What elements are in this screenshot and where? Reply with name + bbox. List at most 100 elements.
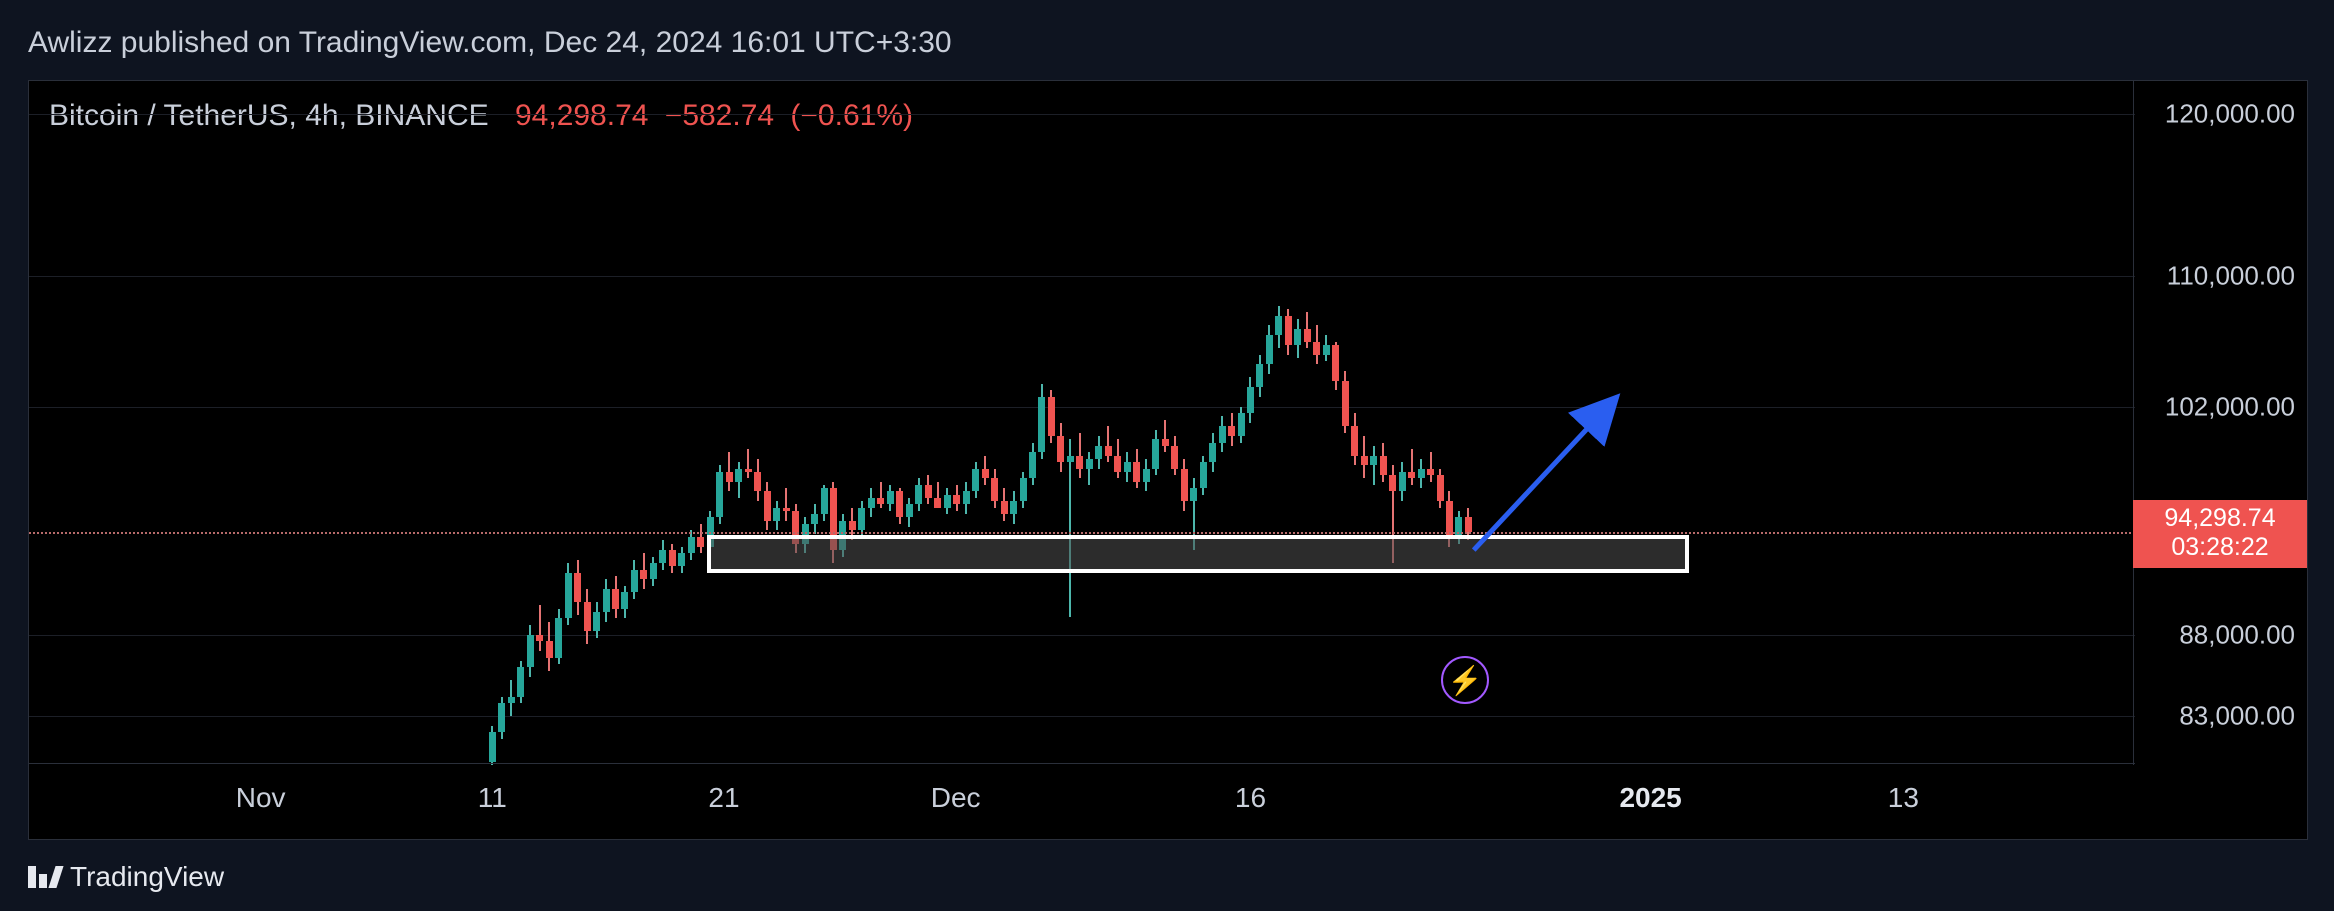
tradingview-logo[interactable]: TradingView <box>28 861 224 893</box>
candle[interactable] <box>489 81 496 765</box>
candle[interactable] <box>1266 81 1273 765</box>
candle[interactable] <box>953 81 960 765</box>
candle[interactable] <box>896 81 903 765</box>
candle[interactable] <box>1162 81 1169 765</box>
candle[interactable] <box>1332 81 1339 765</box>
candle[interactable] <box>1285 81 1292 765</box>
candle[interactable] <box>1275 81 1282 765</box>
candle[interactable] <box>574 81 581 765</box>
candle[interactable] <box>830 81 837 765</box>
candle[interactable] <box>716 81 723 765</box>
candle[interactable] <box>1408 81 1415 765</box>
candle[interactable] <box>1437 81 1444 765</box>
candle[interactable] <box>1048 81 1055 765</box>
candle[interactable] <box>688 81 695 765</box>
candle[interactable] <box>925 81 932 765</box>
candle[interactable] <box>1067 81 1074 765</box>
last-price-flag[interactable]: 94,298.7403:28:22 <box>2133 500 2307 568</box>
support-zone-box[interactable] <box>707 535 1688 572</box>
candle[interactable] <box>555 81 562 765</box>
candle[interactable] <box>527 81 534 765</box>
chart-frame[interactable]: Bitcoin / TetherUS, 4h, BINANCE 94,298.7… <box>28 80 2308 840</box>
candle[interactable] <box>1294 81 1301 765</box>
candle[interactable] <box>783 81 790 765</box>
candle[interactable] <box>915 81 922 765</box>
candle[interactable] <box>773 81 780 765</box>
candle[interactable] <box>650 81 657 765</box>
candle[interactable] <box>1171 81 1178 765</box>
candle[interactable] <box>1105 81 1112 765</box>
candle[interactable] <box>754 81 761 765</box>
candle[interactable] <box>726 81 733 765</box>
candle[interactable] <box>697 81 704 765</box>
candle[interactable] <box>849 81 856 765</box>
candle[interactable] <box>517 81 524 765</box>
candle[interactable] <box>1114 81 1121 765</box>
candle[interactable] <box>565 81 572 765</box>
candle[interactable] <box>735 81 742 765</box>
lightning-icon[interactable]: ⚡ <box>1441 656 1489 704</box>
candle[interactable] <box>1238 81 1245 765</box>
candle[interactable] <box>811 81 818 765</box>
candle[interactable] <box>1181 81 1188 765</box>
candle[interactable] <box>934 81 941 765</box>
candle[interactable] <box>640 81 647 765</box>
candle[interactable] <box>1076 81 1083 765</box>
candle[interactable] <box>707 81 714 765</box>
candle[interactable] <box>1361 81 1368 765</box>
candle[interactable] <box>1143 81 1150 765</box>
candle[interactable] <box>1020 81 1027 765</box>
time-scale[interactable]: Nov1121Dec16202513 <box>29 763 2135 839</box>
candle[interactable] <box>877 81 884 765</box>
price-scale[interactable]: 120,000.00110,000.00102,000.0088,000.008… <box>2133 81 2307 765</box>
candle[interactable] <box>745 81 752 765</box>
candle[interactable] <box>1247 81 1254 765</box>
candle[interactable] <box>1029 81 1036 765</box>
candle[interactable] <box>1380 81 1387 765</box>
candle[interactable] <box>1389 81 1396 765</box>
candle[interactable] <box>536 81 543 765</box>
candle[interactable] <box>1152 81 1159 765</box>
candle[interactable] <box>792 81 799 765</box>
candle[interactable] <box>1304 81 1311 765</box>
candle[interactable] <box>1228 81 1235 765</box>
candle[interactable] <box>1200 81 1207 765</box>
candle[interactable] <box>802 81 809 765</box>
candle[interactable] <box>659 81 666 765</box>
candle[interactable] <box>1133 81 1140 765</box>
candle[interactable] <box>821 81 828 765</box>
candle[interactable] <box>1057 81 1064 765</box>
candle[interactable] <box>982 81 989 765</box>
candle[interactable] <box>1351 81 1358 765</box>
candle[interactable] <box>593 81 600 765</box>
candle[interactable] <box>603 81 610 765</box>
candle[interactable] <box>1313 81 1320 765</box>
candle[interactable] <box>1323 81 1330 765</box>
candle[interactable] <box>1124 81 1131 765</box>
candle[interactable] <box>858 81 865 765</box>
candle[interactable] <box>906 81 913 765</box>
candle[interactable] <box>1418 81 1425 765</box>
candle[interactable] <box>1209 81 1216 765</box>
candle[interactable] <box>1001 81 1008 765</box>
candle[interactable] <box>1190 81 1197 765</box>
candle[interactable] <box>868 81 875 765</box>
candle[interactable] <box>631 81 638 765</box>
candle[interactable] <box>1399 81 1406 765</box>
candle[interactable] <box>1370 81 1377 765</box>
candle[interactable] <box>1256 81 1263 765</box>
candle[interactable] <box>508 81 515 765</box>
candle[interactable] <box>1095 81 1102 765</box>
candle[interactable] <box>612 81 619 765</box>
candle[interactable] <box>498 81 505 765</box>
plot-area[interactable]: ⚡ <box>29 81 2135 765</box>
candle[interactable] <box>584 81 591 765</box>
candle[interactable] <box>1342 81 1349 765</box>
candle[interactable] <box>963 81 970 765</box>
candle[interactable] <box>764 81 771 765</box>
candle[interactable] <box>1038 81 1045 765</box>
candle[interactable] <box>991 81 998 765</box>
candle[interactable] <box>887 81 894 765</box>
candle[interactable] <box>944 81 951 765</box>
candle[interactable] <box>669 81 676 765</box>
